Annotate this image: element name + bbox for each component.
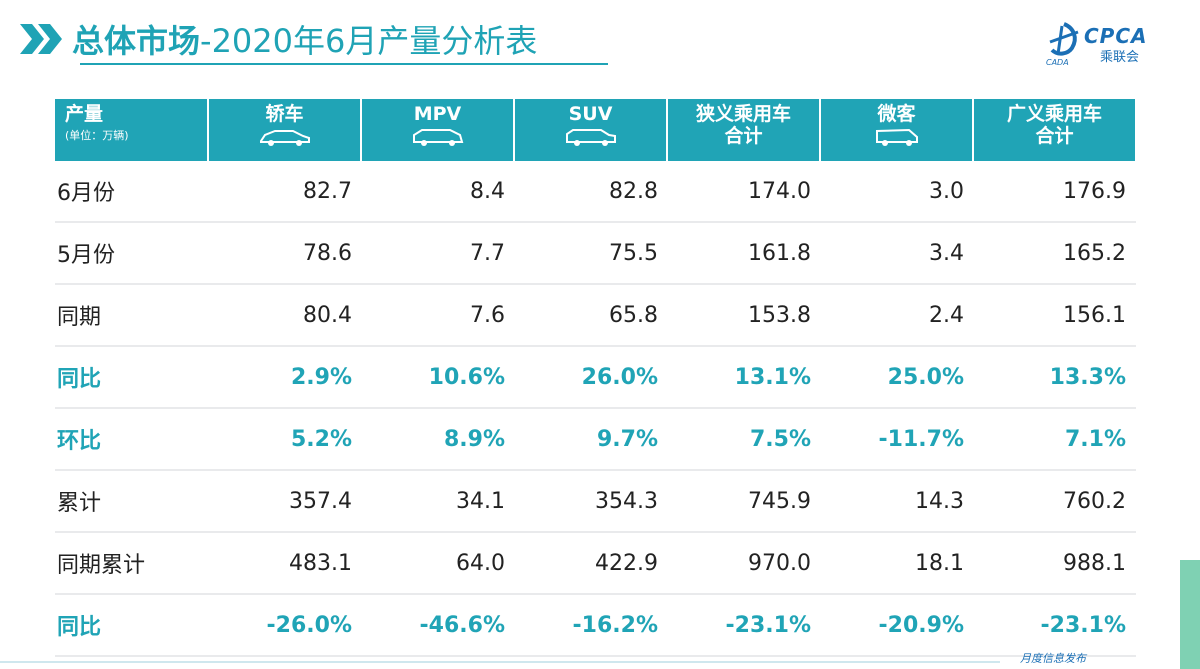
table-cell: 18.1	[820, 532, 974, 595]
production-table: 产量 (单位：万辆) 轿车 MPV SUV	[55, 99, 1136, 657]
suv-icon	[565, 129, 616, 146]
table-row: 环比 5.2% 8.9% 9.7% 7.5% -11.7% 7.1%	[55, 408, 1136, 471]
row-label: 同期	[55, 284, 209, 347]
table-cell: 174.0	[667, 161, 821, 223]
table-cell: 7.5%	[667, 408, 821, 471]
table-cell: 2.4	[820, 284, 974, 347]
row-label: 同比	[55, 346, 209, 409]
row-label: 5月份	[55, 222, 209, 285]
table-cell: 354.3	[514, 470, 668, 533]
table-row: 同期累计 483.1 64.0 422.9 970.0 18.1 988.1	[55, 532, 1136, 595]
table-cell: 75.5	[514, 222, 668, 285]
header-corner: 产量 (单位：万辆)	[55, 99, 209, 161]
table-cell: 357.4	[208, 470, 362, 533]
table-cell: 78.6	[208, 222, 362, 285]
header-minivan: 微客	[820, 99, 974, 161]
table-row: 5月份 78.6 7.7 75.5 161.8 3.4 165.2	[55, 222, 1136, 285]
table-cell: 80.4	[208, 284, 362, 347]
table-cell: -20.9%	[820, 594, 974, 657]
table-cell: 8.9%	[361, 408, 515, 471]
page-title: 总体市场-2020年6月产量分析表	[72, 22, 538, 60]
table-cell: 970.0	[667, 532, 821, 595]
table-cell: 760.2	[973, 470, 1136, 533]
table-cell: -46.6%	[361, 594, 515, 657]
cpca-logo: CPCA 乘联会 CADA	[1040, 14, 1168, 67]
table-cell: 5.2%	[208, 408, 362, 471]
table-cell: 13.3%	[973, 346, 1136, 409]
table-row: 累计 357.4 34.1 354.3 745.9 14.3 760.2	[55, 470, 1136, 533]
table-cell: 7.1%	[973, 408, 1136, 471]
table-cell: -16.2%	[514, 594, 668, 657]
table-cell: 8.4	[361, 161, 515, 223]
table-cell: 422.9	[514, 532, 668, 595]
table-cell: 64.0	[361, 532, 515, 595]
table-row: 6月份 82.7 8.4 82.8 174.0 3.0 176.9	[55, 161, 1136, 223]
table-cell: 2.9%	[208, 346, 362, 409]
table-cell: 82.7	[208, 161, 362, 223]
table-cell: 65.8	[514, 284, 668, 347]
table-cell: 3.0	[820, 161, 974, 223]
sedan-icon	[259, 130, 310, 146]
logo-mark-icon	[1049, 22, 1079, 56]
table-row: 同比 2.9% 10.6% 26.0% 13.1% 25.0% 13.3%	[55, 346, 1136, 409]
table-header-row: 产量 (单位：万辆) 轿车 MPV SUV	[55, 99, 1135, 161]
row-label: 环比	[55, 408, 209, 471]
header-suv: SUV	[514, 99, 668, 161]
table-cell: 10.6%	[361, 346, 515, 409]
table-cell: 483.1	[208, 532, 362, 595]
title-bar: 总体市场-2020年6月产量分析表	[18, 14, 537, 64]
logo-text: CPCA	[1084, 24, 1148, 48]
table-cell: 9.7%	[514, 408, 668, 471]
table-cell: 25.0%	[820, 346, 974, 409]
row-label: 6月份	[55, 161, 209, 223]
table-cell: 176.9	[973, 161, 1136, 223]
table-cell: -23.1%	[973, 594, 1136, 657]
table-cell: 7.7	[361, 222, 515, 285]
double-chevron-icon	[18, 22, 66, 56]
table-cell: -26.0%	[208, 594, 362, 657]
row-label: 累计	[55, 470, 209, 533]
table-cell: 165.2	[973, 222, 1136, 285]
table-cell: 13.1%	[667, 346, 821, 409]
table-cell: 3.4	[820, 222, 974, 285]
header-narrow-passenger-total: 狭义乘用车 合计	[667, 99, 821, 161]
row-label: 同比	[55, 594, 209, 657]
logo-small: CADA	[1046, 58, 1069, 67]
table-cell: 7.6	[361, 284, 515, 347]
table-cell: -23.1%	[667, 594, 821, 657]
table-cell: 153.8	[667, 284, 821, 347]
footer-line	[0, 661, 1000, 663]
table-cell: 156.1	[973, 284, 1136, 347]
logo-cn: 乘联会	[1100, 50, 1140, 65]
corner-decoration	[1180, 560, 1200, 669]
title-underline	[80, 63, 608, 65]
table-cell: 988.1	[973, 532, 1136, 595]
header-sedan: 轿车	[208, 99, 362, 161]
table-cell: 161.8	[667, 222, 821, 285]
header-broad-passenger-total: 广义乘用车 合计	[973, 99, 1135, 161]
table-row: 同期 80.4 7.6 65.8 153.8 2.4 156.1	[55, 284, 1136, 347]
table-row: 同比 -26.0% -46.6% -16.2% -23.1% -20.9% -2…	[55, 594, 1136, 657]
table-cell: 26.0%	[514, 346, 668, 409]
row-label: 同期累计	[55, 532, 209, 595]
mpv-icon	[412, 129, 463, 146]
table-cell: 82.8	[514, 161, 668, 223]
table-cell: 34.1	[361, 470, 515, 533]
footer-text: 月度信息发布	[1020, 652, 1086, 665]
table-cell: 14.3	[820, 470, 974, 533]
table-cell: -11.7%	[820, 408, 974, 471]
header-mpv: MPV	[361, 99, 515, 161]
minivan-icon	[875, 128, 918, 146]
table-cell: 745.9	[667, 470, 821, 533]
